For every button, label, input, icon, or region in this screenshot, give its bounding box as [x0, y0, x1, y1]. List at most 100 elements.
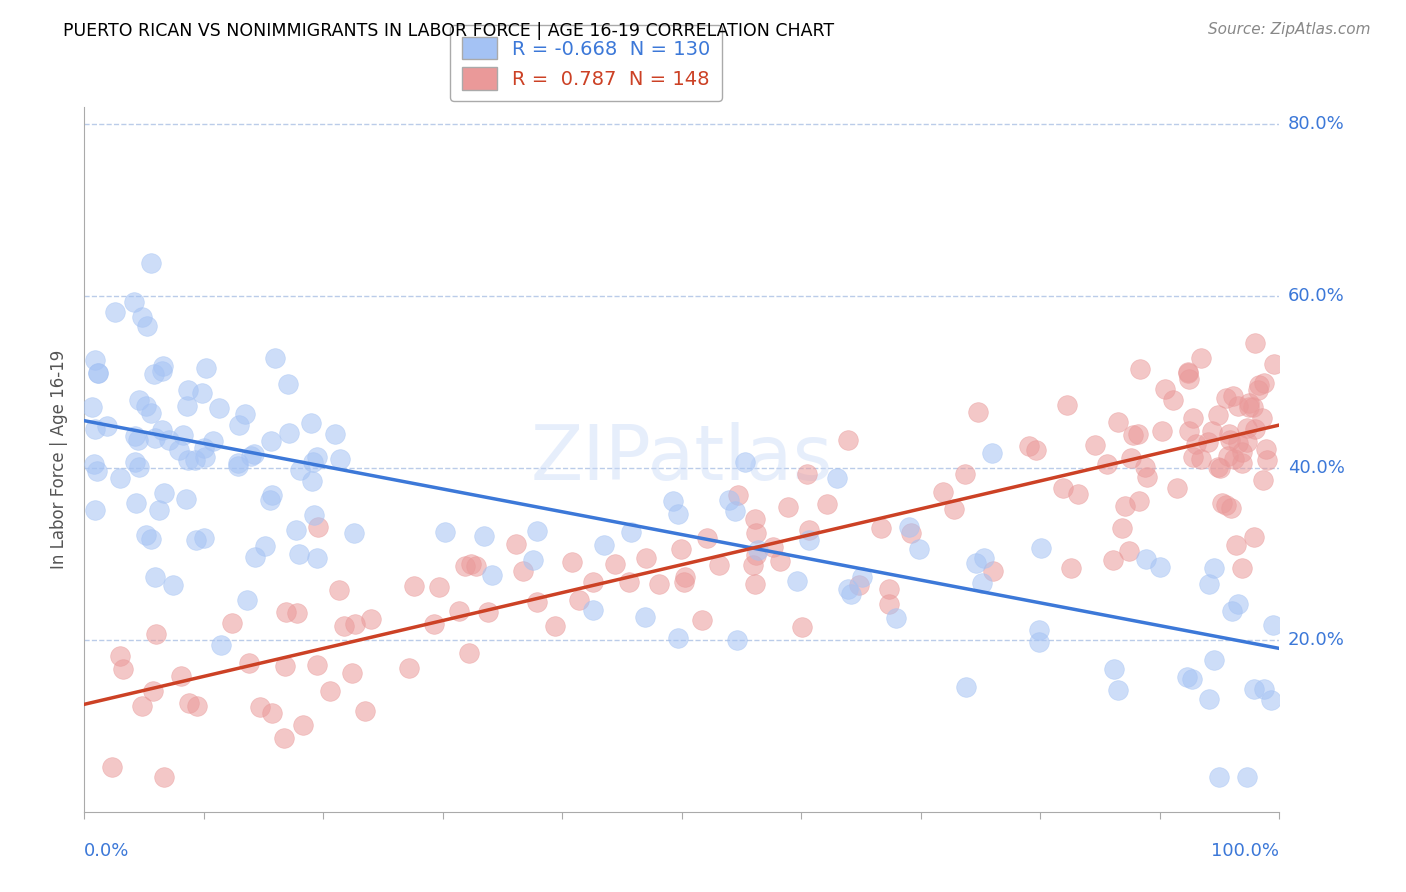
- Point: [634, 609, 657, 624]
- Point: [953, 467, 976, 482]
- Point: [1133, 459, 1156, 474]
- Point: [837, 433, 859, 447]
- Point: [1201, 424, 1223, 438]
- Text: 80.0%: 80.0%: [1288, 115, 1344, 133]
- Point: [128, 460, 150, 475]
- Point: [1244, 336, 1267, 351]
- Point: [104, 304, 127, 318]
- Point: [124, 455, 146, 469]
- Point: [434, 524, 457, 539]
- Point: [1254, 442, 1277, 456]
- Point: [1244, 422, 1267, 436]
- Point: [1222, 452, 1244, 467]
- Point: [323, 426, 346, 441]
- Point: [259, 493, 281, 508]
- Text: PUERTO RICAN VS NONIMMIGRANTS IN LABOR FORCE | AGE 16-19 CORRELATION CHART: PUERTO RICAN VS NONIMMIGRANTS IN LABOR F…: [63, 22, 834, 40]
- Point: [1129, 362, 1152, 376]
- Point: [305, 658, 328, 673]
- Point: [477, 605, 499, 619]
- Point: [1253, 682, 1275, 697]
- Point: [673, 570, 696, 584]
- Point: [884, 611, 907, 625]
- Point: [778, 500, 800, 514]
- Point: [83, 457, 105, 471]
- Point: [970, 575, 993, 590]
- Point: [647, 576, 669, 591]
- Point: [1111, 520, 1133, 534]
- Point: [1119, 451, 1142, 466]
- Point: [744, 576, 766, 591]
- Point: [273, 731, 295, 745]
- Point: [124, 429, 146, 443]
- Point: [110, 471, 132, 485]
- Point: [1216, 449, 1239, 463]
- Text: 0.0%: 0.0%: [84, 842, 129, 860]
- Point: [1239, 400, 1261, 414]
- Point: [1236, 770, 1258, 784]
- Point: [1029, 541, 1052, 556]
- Point: [226, 458, 249, 473]
- Point: [636, 550, 658, 565]
- Point: [512, 564, 534, 578]
- Point: [302, 455, 325, 469]
- Point: [111, 662, 134, 676]
- Point: [354, 704, 377, 718]
- Point: [108, 649, 131, 664]
- Point: [620, 524, 643, 539]
- Point: [1204, 560, 1226, 574]
- Point: [172, 427, 194, 442]
- Text: 40.0%: 40.0%: [1288, 459, 1344, 477]
- Point: [1219, 433, 1241, 447]
- Point: [176, 383, 198, 397]
- Point: [290, 463, 312, 477]
- Point: [790, 620, 813, 634]
- Point: [973, 550, 995, 565]
- Point: [238, 656, 260, 670]
- Point: [162, 578, 184, 592]
- Point: [568, 593, 591, 607]
- Point: [193, 531, 215, 545]
- Point: [1215, 391, 1237, 405]
- Point: [184, 453, 207, 467]
- Point: [285, 606, 308, 620]
- Point: [1236, 434, 1258, 449]
- Point: [981, 446, 1004, 460]
- Point: [243, 549, 266, 564]
- Point: [80, 401, 103, 415]
- Point: [769, 554, 792, 568]
- Point: [150, 423, 173, 437]
- Point: [143, 431, 166, 445]
- Point: [465, 559, 488, 574]
- Point: [1128, 494, 1150, 508]
- Point: [1209, 461, 1232, 475]
- Point: [301, 474, 323, 488]
- Point: [1150, 424, 1173, 438]
- Point: [724, 504, 747, 518]
- Point: [1052, 481, 1074, 495]
- Point: [1251, 410, 1274, 425]
- Point: [86, 464, 108, 478]
- Point: [1198, 577, 1220, 591]
- Point: [1102, 662, 1125, 676]
- Point: [526, 595, 548, 609]
- Point: [122, 295, 145, 310]
- Point: [194, 450, 217, 464]
- Point: [202, 434, 225, 448]
- Point: [193, 441, 215, 455]
- Point: [457, 646, 479, 660]
- Point: [582, 603, 605, 617]
- Point: [1237, 395, 1260, 409]
- Point: [1260, 693, 1282, 707]
- Point: [343, 616, 366, 631]
- Point: [243, 447, 266, 461]
- Point: [169, 443, 191, 458]
- Point: [177, 453, 200, 467]
- Point: [1114, 499, 1136, 513]
- Point: [1185, 437, 1208, 451]
- Point: [662, 494, 685, 508]
- Point: [87, 367, 110, 381]
- Point: [145, 627, 167, 641]
- Point: [101, 759, 124, 773]
- Point: [142, 684, 165, 698]
- Point: [1095, 457, 1118, 471]
